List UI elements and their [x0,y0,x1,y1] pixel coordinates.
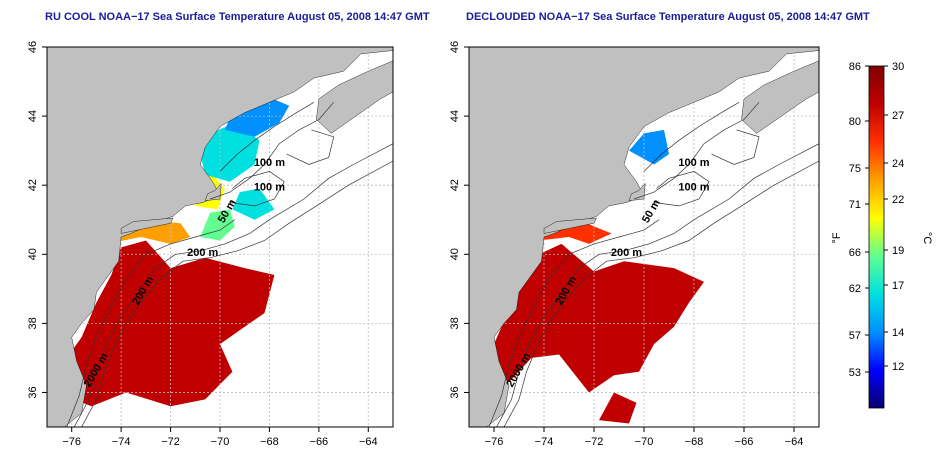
x-tick-label: −66 [735,436,754,448]
sst-patch [232,188,275,220]
y-tick-label: 40 [27,248,39,260]
x-tick-label: −64 [785,436,804,448]
celsius-tick-label: 27 [892,110,904,122]
x-tick-label: −74 [112,436,131,448]
x-tick-label: −72 [585,436,604,448]
fahrenheit-tick-label: 53 [849,367,861,379]
y-tick-label: 46 [27,41,39,53]
bathymetry-contour [286,129,335,165]
x-tick-label: −70 [635,436,654,448]
bathymetry-contour [633,102,760,200]
celsius-tick-label: 24 [892,158,904,170]
fahrenheit-tick-label: 75 [849,163,861,175]
y-tick-label: 42 [449,179,461,191]
fahrenheit-tick-label: 57 [849,330,861,342]
bathymetry-contour [653,171,710,207]
contour-label: 100 m [678,181,709,193]
right-map-title: DECLOUDED NOAA−17 Sea Surface Temperatur… [466,11,870,23]
bathymetry-contour [503,160,819,427]
celsius-unit-label: °C [921,232,933,244]
y-tick-label: 44 [27,110,39,122]
fahrenheit-unit-label: °F [831,232,843,243]
sst-patch [200,209,235,241]
fahrenheit-tick-label: 62 [849,283,861,295]
x-tick-label: −68 [260,436,279,448]
fahrenheit-tick-label: 66 [849,247,861,259]
bathymetry-contour [488,219,660,427]
y-tick-label: 42 [27,179,39,191]
celsius-tick-label: 14 [892,327,904,339]
colorbar: 86 80 75 71 66 62 57 53 30 27 24 22 19 17 14 12 °F °C [831,61,933,409]
x-tick-label: −68 [685,436,704,448]
bathymetry-contour [496,143,819,427]
y-tick-label: 40 [449,248,461,260]
celsius-tick-label: 30 [892,61,904,73]
contour-label: 200 m [611,247,642,259]
contour-label: 100 m [678,157,709,169]
land-mass [316,60,393,134]
celsius-tick-label: 19 [892,245,904,257]
land-mass [469,47,819,427]
land-mass [47,47,393,427]
sst-patch [200,123,260,182]
x-tick-label: −76 [485,436,504,448]
y-tick-label: 44 [449,110,461,122]
contour-label: 200 m [187,247,218,259]
bathymetry-contour [711,129,760,165]
land-mass [741,60,819,134]
colorbar-bar [868,65,885,409]
bathymetry-contour [219,101,315,172]
y-tick-label: 38 [27,317,39,329]
x-tick-label: −76 [62,436,81,448]
celsius-tick-label: 17 [892,280,904,292]
sst-patch [629,129,669,165]
land-mass [543,217,597,234]
x-tick-label: −70 [211,436,230,448]
x-tick-label: −74 [535,436,554,448]
celsius-tick-label: 12 [892,361,904,373]
left-map-title: RU COOL NOAA−17 Sea Surface Temperature … [45,11,430,23]
y-tick-label: 46 [449,41,461,53]
land-mass [120,217,174,234]
y-tick-label: 38 [449,317,461,329]
fahrenheit-tick-label: 71 [849,199,861,211]
bathymetry-contour [229,171,285,207]
sst-patch [599,392,637,424]
celsius-tick-label: 22 [892,194,904,206]
bathymetry-contour [73,143,393,427]
fahrenheit-tick-label: 86 [849,61,861,73]
bathymetry-contour [66,219,236,427]
contour-label: 100 m [254,181,285,193]
fahrenheit-tick-label: 80 [849,116,861,128]
x-tick-label: −64 [359,436,378,448]
sst-patch [479,243,704,393]
x-tick-label: −72 [161,436,180,448]
bathymetry-contour [643,101,740,172]
y-tick-label: 36 [27,386,39,398]
y-tick-label: 36 [449,386,461,398]
contour-label: 100 m [254,157,285,169]
bathymetry-contour [209,102,334,200]
x-tick-label: −66 [310,436,329,448]
bathymetry-contour [81,160,393,427]
